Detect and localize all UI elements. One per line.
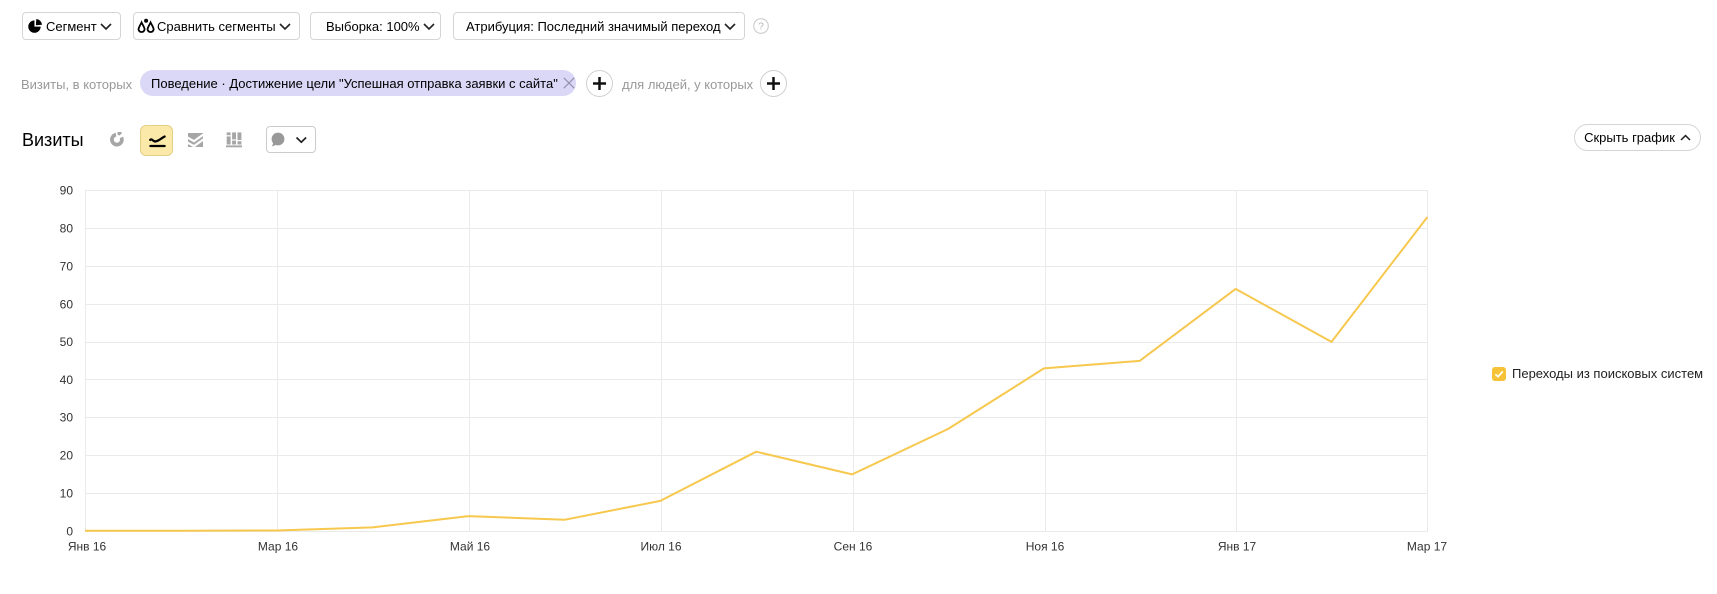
svg-text:Ноя 16: Ноя 16 <box>1026 540 1065 554</box>
svg-text:60: 60 <box>60 298 74 312</box>
svg-text:70: 70 <box>60 260 74 274</box>
svg-text:Янв 16: Янв 16 <box>68 540 107 554</box>
svg-text:20: 20 <box>60 449 74 463</box>
svg-text:?: ? <box>758 22 764 33</box>
svg-text:10: 10 <box>60 487 74 501</box>
svg-text:Мар 16: Мар 16 <box>258 540 298 554</box>
svg-text:0: 0 <box>66 525 73 539</box>
svg-text:50: 50 <box>60 335 74 349</box>
svg-text:Мар 17: Мар 17 <box>1407 540 1447 554</box>
svg-text:80: 80 <box>60 222 74 236</box>
svg-text:90: 90 <box>60 184 74 198</box>
svg-text:30: 30 <box>60 411 74 425</box>
svg-text:Сен 16: Сен 16 <box>834 540 873 554</box>
svg-text:Май 16: Май 16 <box>450 540 491 554</box>
svg-text:Июл 16: Июл 16 <box>640 540 681 554</box>
svg-text:Янв 17: Янв 17 <box>1218 540 1257 554</box>
svg-text:40: 40 <box>60 373 74 387</box>
